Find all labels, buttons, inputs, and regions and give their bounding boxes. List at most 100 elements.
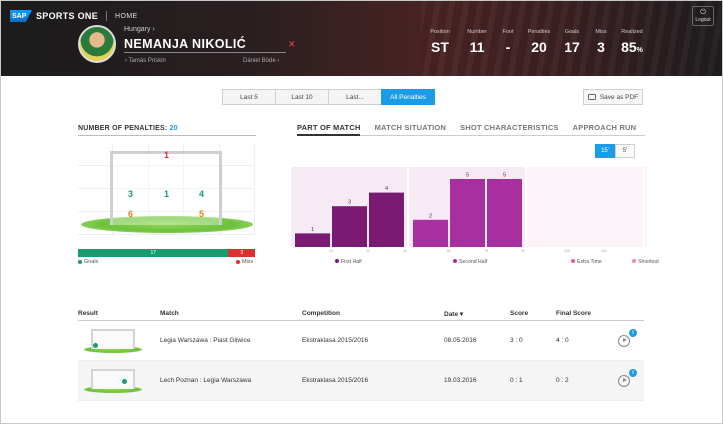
filter-last-10[interactable]: Last 10 (275, 89, 329, 105)
zone-mid-left[interactable]: 3 (128, 189, 134, 199)
legend-dot (453, 259, 457, 263)
x-tick-label: 90 (521, 249, 525, 253)
stat-realized-value: 85 (621, 39, 637, 55)
stat-label: Realized (621, 29, 643, 35)
stat-value: 85% (616, 39, 648, 55)
play-video-icon[interactable] (618, 334, 630, 347)
legend-miss-label: Miss (242, 259, 254, 265)
header-final-score: Final Score (556, 310, 592, 317)
penalties-title: NUMBER OF PENALTIES: 20 (78, 125, 178, 132)
penalty-filter-group: Last 5 Last 10 Last... All Penalties (222, 89, 435, 105)
legend-label: Extra Time (577, 259, 602, 265)
miss-segment: 3 (228, 249, 255, 257)
tab-match-situation[interactable]: MATCH SITUATION (374, 123, 447, 132)
header-date[interactable]: Date ▾ (444, 310, 464, 318)
x-tick-label: 15 (329, 249, 333, 253)
result-cell (78, 327, 160, 355)
stat-label: Goals (564, 29, 580, 35)
stat-value: ST (431, 39, 449, 55)
legend-label: Shootout (638, 259, 659, 265)
match-table: Result Match Competition Date ▾ Score Fi… (78, 307, 644, 401)
x-tick-label: 45 (403, 249, 407, 253)
stat-label: Position (430, 29, 450, 35)
header-score: Score (510, 310, 529, 317)
filter-last-5[interactable]: Last 5 (222, 89, 276, 105)
next-player-link[interactable]: Dániel Böde › (243, 58, 280, 64)
penalties-divider (78, 135, 256, 136)
table-row[interactable]: Legia Warszawa : Piast Gliwice Ekstrakla… (78, 321, 644, 361)
save-pdf-label: Save as PDF (599, 93, 639, 101)
final-score-cell: 4 : 0 (556, 337, 569, 344)
chart-group-background (645, 167, 647, 247)
date-cell: 08.05.2016 (444, 337, 477, 344)
ball-dot (122, 378, 127, 384)
interval-5-button[interactable]: 5' (615, 144, 635, 158)
tab-approach-run[interactable]: APPROACH RUN (572, 123, 637, 132)
zone-mid-center[interactable]: 1 (164, 189, 170, 199)
filter-last-custom[interactable]: Last... (328, 89, 382, 105)
x-tick-label: 75 (484, 249, 488, 253)
chart-bar (487, 179, 522, 247)
penalties-title-text: NUMBER OF PENALTIES: (78, 125, 168, 132)
competition-cell: Ekstraklasa 2015/2016 (302, 337, 369, 344)
tab-shot-characteristics[interactable]: SHOT CHARACTERISTICS (460, 123, 559, 132)
chart-bar (369, 192, 404, 247)
close-icon[interactable]: ✕ (288, 39, 296, 49)
mini-goal-icon (84, 367, 142, 395)
mini-goal-frame (91, 328, 135, 349)
x-tick-label: 105 (564, 249, 570, 253)
stat-label: Foot (502, 29, 514, 35)
score-cell: 0 : 1 (510, 377, 523, 384)
x-tick-label: 60 (447, 249, 451, 253)
competition-cell: Ekstraklasa 2015/2016 (302, 377, 369, 384)
mini-goal-frame (91, 368, 135, 389)
mini-goal-icon (84, 327, 142, 355)
info-badge-icon[interactable]: i (629, 328, 637, 337)
bar-value-label: 5 (466, 173, 469, 179)
part-of-match-chart: 15 30 45 1 3 4 First Half 60 75 90 2 5 5 Second Half 1… (291, 167, 659, 265)
goals-miss-bar: 17 3 (78, 249, 255, 257)
save-pdf-button[interactable]: Save as PDF (583, 89, 643, 105)
previous-player-link[interactable]: ‹ Tamás Priskin (125, 58, 166, 64)
chart-bar (332, 206, 367, 247)
interval-toggle: 15' 5' (595, 144, 635, 158)
final-score-cell: 0 : 2 (556, 377, 569, 384)
legend-dot (335, 259, 339, 263)
chart-bar (450, 179, 485, 247)
x-tick-label: 120 (601, 249, 607, 253)
filter-all-penalties[interactable]: All Penalties (381, 89, 435, 105)
play-video-icon[interactable] (618, 374, 630, 387)
goal-zone-map: 1 3 1 4 6 5 (78, 143, 255, 235)
stat-label: Miss (595, 29, 607, 35)
zone-top-center[interactable]: 1 (164, 150, 170, 160)
interval-15-button[interactable]: 15' (595, 144, 615, 158)
score-cell: 3 : 0 (510, 337, 523, 344)
bar-value-label: 4 (385, 186, 388, 192)
table-header: Result Match Competition Date ▾ Score Fi… (78, 307, 644, 321)
goal-frame (110, 151, 222, 225)
brand-name[interactable]: SPORTS ONE (36, 11, 99, 21)
chart-group-background (527, 167, 643, 247)
info-badge-icon[interactable]: i (629, 368, 637, 377)
table-row[interactable]: Lech Poznan : Legia Warszawa Ekstraklasa… (78, 361, 644, 401)
x-tick-label: 30 (366, 249, 370, 253)
match-cell: Lech Poznan : Legia Warszawa (160, 377, 252, 384)
date-cell: 19.03.2016 (444, 377, 477, 384)
zone-low-left[interactable]: 6 (128, 209, 134, 219)
stat-value: - (505, 39, 511, 55)
avatar (78, 25, 116, 63)
country-link[interactable]: Hungary › (124, 26, 155, 33)
zone-mid-right[interactable]: 4 (199, 189, 205, 199)
zone-low-right[interactable]: 5 (199, 209, 205, 219)
legend-label: Second Half (459, 259, 488, 265)
goals-segment: 17 (78, 249, 229, 257)
logout-button[interactable]: ⏻ Logout (692, 6, 714, 26)
legend-goals: Goals (78, 259, 98, 265)
ball-dot (93, 342, 98, 348)
sap-logo: SAP (10, 10, 32, 22)
stat-label: Penalties (527, 29, 551, 35)
header-match: Match (160, 310, 179, 317)
home-link[interactable]: HOME (115, 12, 138, 20)
tab-part-of-match[interactable]: PART OF MATCH (297, 123, 361, 132)
chart-bar (413, 219, 448, 247)
